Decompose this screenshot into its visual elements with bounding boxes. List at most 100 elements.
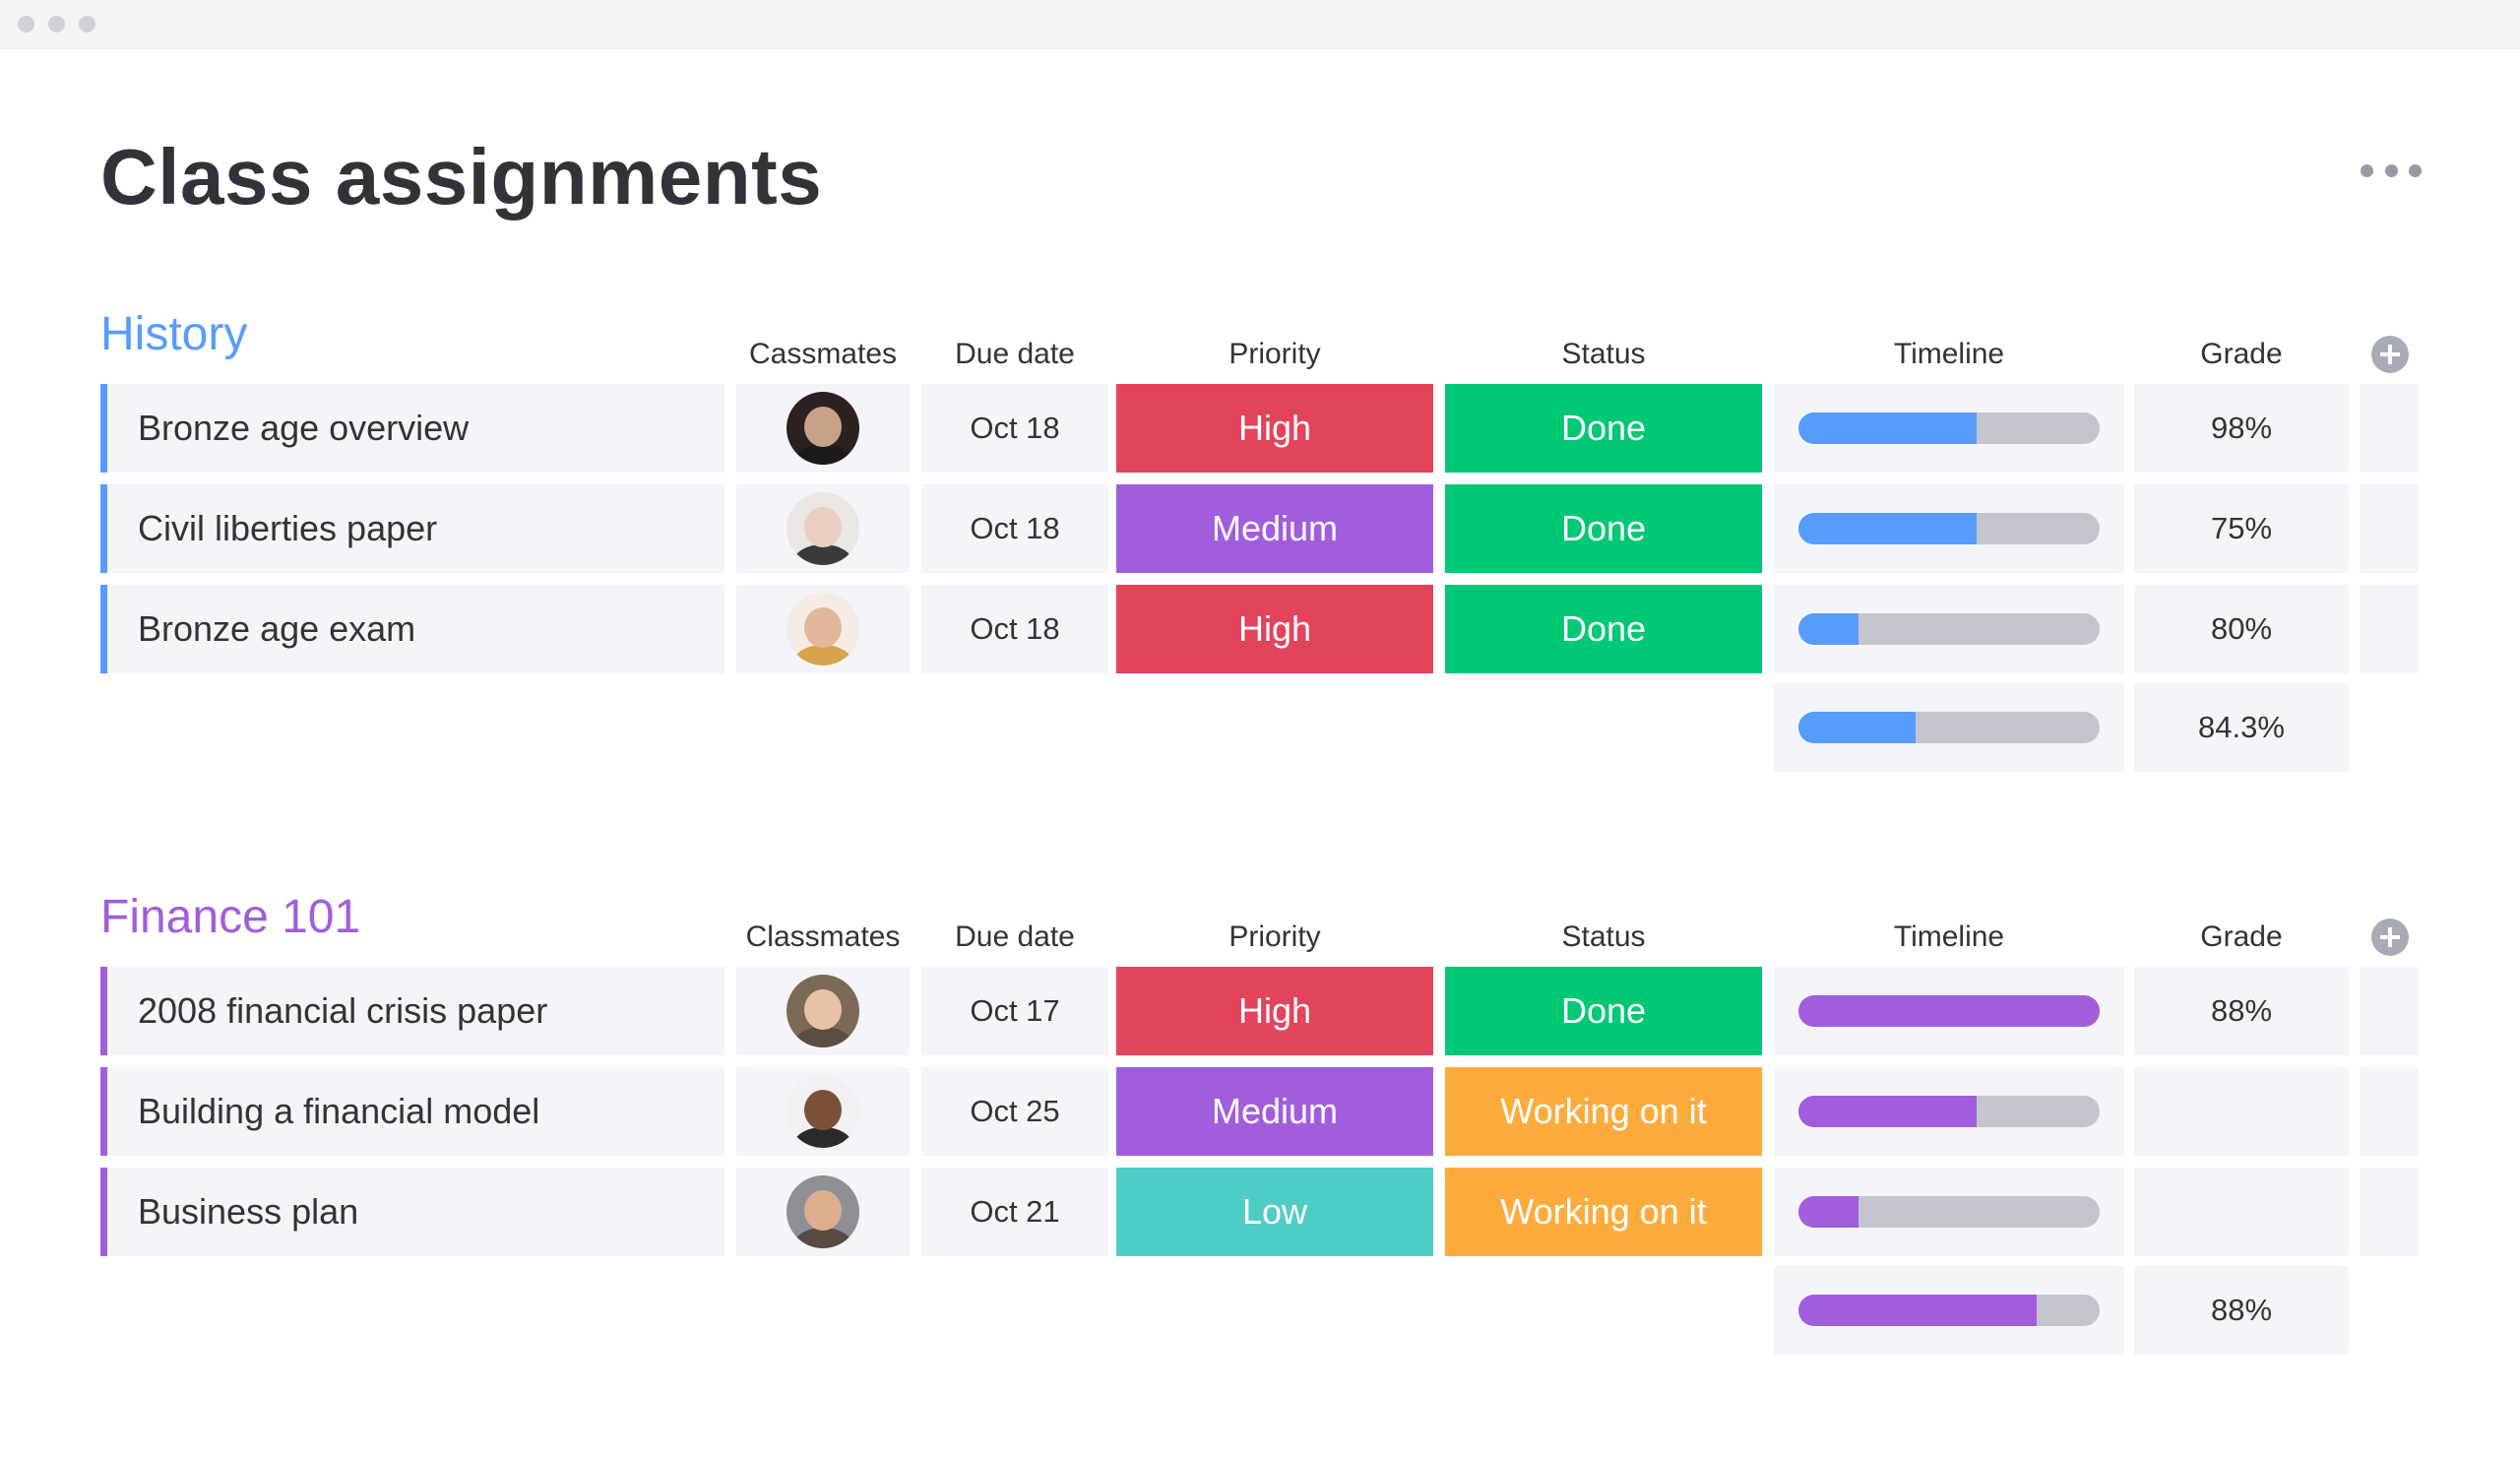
grade-cell[interactable]: 80% <box>2134 585 2349 673</box>
table-row[interactable]: Bronze age overview Oct 18 High Done 98% <box>0 384 2520 473</box>
table-row[interactable]: 2008 financial crisis paper Oct 17 High … <box>0 967 2520 1055</box>
due-date-cell[interactable]: Oct 18 <box>921 484 1108 573</box>
classmate-cell[interactable] <box>736 484 910 573</box>
status-label[interactable]: Done <box>1445 967 1762 1055</box>
status-label[interactable]: Done <box>1445 585 1762 673</box>
due-date-cell[interactable]: Oct 25 <box>921 1067 1108 1156</box>
timeline-cell[interactable] <box>1774 585 2124 673</box>
item-name[interactable]: Bronze age overview <box>138 408 470 448</box>
priority-label[interactable]: High <box>1116 384 1433 473</box>
avatar-man-bald[interactable] <box>787 1175 859 1248</box>
timeline-bar <box>1798 513 2100 544</box>
column-header-priority[interactable]: Priority <box>1228 920 1321 953</box>
table-row[interactable]: Civil liberties paper Oct 18 Medium Done… <box>0 484 2520 573</box>
more-options-icon[interactable] <box>2361 158 2422 183</box>
item-name[interactable]: Business plan <box>138 1191 359 1232</box>
status-label[interactable]: Working on it <box>1445 1168 1762 1256</box>
grade-cell[interactable] <box>2134 1168 2349 1256</box>
column-header-status[interactable]: Status <box>1561 338 1646 370</box>
column-header-grade[interactable]: Grade <box>2200 338 2283 370</box>
group-color-bar <box>100 484 107 573</box>
classmate-cell[interactable] <box>736 967 910 1055</box>
window-title-bar <box>0 0 2520 49</box>
avatar-woman-smiling[interactable] <box>787 975 859 1047</box>
due-date-cell[interactable]: Oct 17 <box>921 967 1108 1055</box>
summary-row: 88% <box>0 1266 2520 1355</box>
column-header-timeline[interactable]: Timeline <box>1893 338 2005 370</box>
empty-cell[interactable] <box>2360 1067 2419 1156</box>
status-label[interactable]: Working on it <box>1445 1067 1762 1156</box>
due-date-cell[interactable]: Oct 18 <box>921 585 1108 673</box>
timeline-cell[interactable] <box>1774 484 2124 573</box>
priority-label[interactable]: High <box>1116 967 1433 1055</box>
empty-cell[interactable] <box>2360 967 2419 1055</box>
column-header-classmates[interactable]: Classmates <box>745 920 901 953</box>
summary-row: 84.3% <box>0 683 2520 772</box>
group-color-bar <box>100 1067 107 1156</box>
status-label[interactable]: Done <box>1445 484 1762 573</box>
timeline-cell[interactable] <box>1774 967 2124 1055</box>
item-name-cell[interactable]: 2008 financial crisis paper <box>100 967 724 1055</box>
summary-timeline-fill <box>1798 712 1917 743</box>
column-header-due-date[interactable]: Due date <box>955 920 1075 953</box>
priority-label[interactable]: High <box>1116 585 1433 673</box>
summary-timeline-fill <box>1798 1295 2037 1326</box>
column-header-grade[interactable]: Grade <box>2200 920 2283 953</box>
item-name[interactable]: 2008 financial crisis paper <box>138 990 548 1031</box>
timeline-cell[interactable] <box>1774 1168 2124 1256</box>
priority-label[interactable]: Low <box>1116 1168 1433 1256</box>
item-name-cell[interactable]: Business plan <box>100 1168 724 1256</box>
grade-cell[interactable]: 88% <box>2134 967 2349 1055</box>
priority-label[interactable]: Medium <box>1116 484 1433 573</box>
item-name[interactable]: Building a financial model <box>138 1091 540 1131</box>
table-row[interactable]: Building a financial model Oct 25 Medium… <box>0 1067 2520 1156</box>
classmate-cell[interactable] <box>736 585 910 673</box>
classmate-cell[interactable] <box>736 384 910 473</box>
column-header-timeline[interactable]: Timeline <box>1893 920 2005 953</box>
window-minimize-dot[interactable] <box>48 16 65 32</box>
timeline-cell[interactable] <box>1774 384 2124 473</box>
timeline-bar <box>1798 1196 2100 1228</box>
item-name[interactable]: Bronze age exam <box>138 608 416 649</box>
add-column-plus-icon[interactable] <box>2371 919 2409 956</box>
classmate-cell[interactable] <box>736 1067 910 1156</box>
timeline-bar <box>1798 995 2100 1027</box>
item-name[interactable]: Civil liberties paper <box>138 508 438 548</box>
page-title: Class assignments <box>100 133 823 221</box>
due-date-cell[interactable]: Oct 21 <box>921 1168 1108 1256</box>
avatar-woman-blonde[interactable] <box>787 593 859 666</box>
timeline-bar <box>1798 613 2100 645</box>
status-label[interactable]: Done <box>1445 384 1762 473</box>
avatar-woman-short-hair[interactable] <box>787 492 859 565</box>
column-header-due-date[interactable]: Due date <box>955 338 1075 370</box>
avatar-man-beard[interactable] <box>787 1075 859 1148</box>
grade-cell[interactable] <box>2134 1067 2349 1156</box>
empty-cell[interactable] <box>2360 1168 2419 1256</box>
table-row[interactable]: Business plan Oct 21 Low Working on it <box>0 1168 2520 1256</box>
timeline-cell[interactable] <box>1774 1067 2124 1156</box>
group-title[interactable]: History <box>100 308 248 360</box>
grade-cell[interactable]: 75% <box>2134 484 2349 573</box>
group-title[interactable]: Finance 101 <box>100 891 361 943</box>
column-header-status[interactable]: Status <box>1561 920 1646 953</box>
classmate-cell[interactable] <box>736 1168 910 1256</box>
item-name-cell[interactable]: Bronze age exam <box>100 585 724 673</box>
empty-cell[interactable] <box>2360 484 2419 573</box>
window-close-dot[interactable] <box>18 16 34 32</box>
grade-cell[interactable]: 98% <box>2134 384 2349 473</box>
window-maximize-dot[interactable] <box>79 16 95 32</box>
column-header-priority[interactable]: Priority <box>1228 338 1321 370</box>
empty-cell[interactable] <box>2360 384 2419 473</box>
table-row[interactable]: Bronze age exam Oct 18 High Done 80% <box>0 585 2520 673</box>
avatar-woman-dark-hair[interactable] <box>787 392 859 465</box>
add-column-plus-icon[interactable] <box>2371 336 2409 373</box>
item-name-cell[interactable]: Civil liberties paper <box>100 484 724 573</box>
item-name-cell[interactable]: Building a financial model <box>100 1067 724 1156</box>
empty-cell[interactable] <box>2360 585 2419 673</box>
due-date-cell[interactable]: Oct 18 <box>921 384 1108 473</box>
timeline-fill <box>1798 613 1859 645</box>
column-header-classmates[interactable]: Cassmates <box>748 338 898 370</box>
item-name-cell[interactable]: Bronze age overview <box>100 384 724 473</box>
priority-label[interactable]: Medium <box>1116 1067 1433 1156</box>
timeline-fill <box>1798 1196 1859 1228</box>
